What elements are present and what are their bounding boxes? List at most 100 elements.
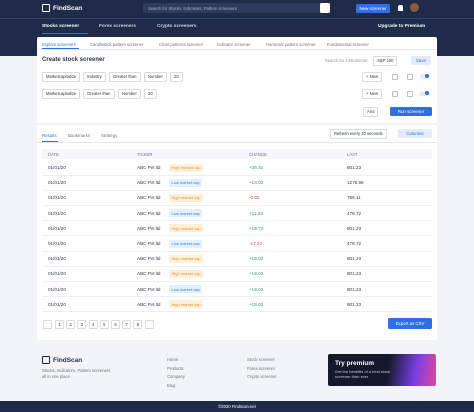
column-header: LAST bbox=[347, 152, 358, 157]
cell: ABC Pvt ltd bbox=[137, 271, 161, 277]
instrument-select[interactable]: S&P 100 bbox=[373, 56, 398, 66]
nav-underline bbox=[42, 33, 88, 34]
icon[interactable] bbox=[392, 91, 398, 97]
result-tab[interactable]: Strategy bbox=[101, 133, 118, 138]
page-number[interactable]: 7 bbox=[122, 320, 132, 329]
filter-chip[interactable]: Greater than bbox=[109, 72, 141, 82]
search-button[interactable] bbox=[320, 3, 330, 13]
tag: Low market cap bbox=[169, 178, 203, 187]
cell: ABC Pvt ltd bbox=[137, 180, 161, 186]
filter-chip[interactable]: Industry bbox=[83, 72, 106, 82]
filter-chip[interactable]: Greater than bbox=[83, 89, 115, 99]
row-divider bbox=[42, 220, 432, 221]
toggle-knob[interactable] bbox=[425, 74, 429, 78]
page-number[interactable]: 1 bbox=[55, 320, 64, 329]
upgrade-link[interactable]: Upgrade to Premium bbox=[378, 24, 426, 29]
row-divider bbox=[42, 296, 432, 297]
page-number[interactable]: 8 bbox=[133, 320, 143, 329]
page-number[interactable]: 4 bbox=[88, 320, 98, 329]
filter-chip[interactable]: 20 bbox=[170, 72, 183, 82]
screener-tab[interactable]: Indicator screener bbox=[217, 42, 251, 47]
footer-logo-icon bbox=[42, 356, 50, 364]
footer-link[interactable]: Forex screener bbox=[247, 365, 276, 371]
change: +19.02 bbox=[249, 286, 264, 292]
tag: High market cap bbox=[169, 300, 204, 309]
change: +19.02 bbox=[249, 301, 264, 307]
column-header: DATE bbox=[48, 152, 59, 157]
logic-select[interactable]: And bbox=[363, 107, 379, 117]
refresh-select[interactable]: Refresh every 10 seconds bbox=[330, 129, 387, 139]
result-tab[interactable]: Bookmarks bbox=[68, 133, 90, 138]
save-button[interactable]: Save bbox=[411, 56, 431, 65]
nav-item[interactable]: Crypto screeners bbox=[157, 24, 197, 29]
new-screener-button[interactable]: New screener bbox=[356, 4, 390, 13]
footer-link[interactable]: Home bbox=[167, 357, 179, 362]
footer-link[interactable]: Blog bbox=[167, 382, 176, 388]
page-number[interactable]: 5 bbox=[99, 320, 109, 329]
divider bbox=[37, 142, 437, 143]
result-tab[interactable]: Results bbox=[42, 133, 57, 138]
cell: 01/01/20 bbox=[48, 165, 66, 170]
cell: ABC Pvt ltd bbox=[137, 256, 161, 262]
logo: FindScan bbox=[53, 5, 83, 12]
columns-button[interactable]: Columns bbox=[398, 129, 432, 138]
footer-logo: FindScan bbox=[53, 357, 83, 364]
bell-icon[interactable] bbox=[398, 5, 403, 11]
create-title: Create stock screener bbox=[42, 57, 105, 63]
page-prev[interactable] bbox=[43, 320, 52, 329]
filter-chip[interactable]: Number bbox=[118, 89, 141, 99]
cell: 01/01/20 bbox=[48, 225, 66, 231]
page-number[interactable]: 6 bbox=[111, 320, 120, 329]
row-divider bbox=[42, 235, 432, 236]
tag: High market cap bbox=[169, 193, 204, 202]
screener-tab[interactable]: Harmonic pattern screener bbox=[266, 42, 316, 47]
icon[interactable] bbox=[407, 74, 413, 80]
filter-chip[interactable]: Marketcapitalize bbox=[42, 89, 81, 99]
cell: 765.11 bbox=[347, 195, 361, 201]
avatar[interactable] bbox=[410, 3, 419, 12]
page-number[interactable]: 2 bbox=[66, 320, 76, 329]
footer-link[interactable]: Stock screener bbox=[247, 357, 275, 362]
cell: ABC Pvt ltd bbox=[137, 195, 161, 201]
cell: 801.23 bbox=[347, 225, 362, 231]
screener-tab[interactable]: Explore screeners bbox=[42, 42, 76, 47]
icon[interactable] bbox=[392, 74, 398, 80]
page-number[interactable]: 3 bbox=[77, 320, 87, 329]
new-button[interactable]: + New bbox=[362, 89, 382, 99]
screener-tab[interactable]: Candlestick pattern screener bbox=[90, 42, 144, 47]
run-button[interactable]: Run screener bbox=[390, 107, 432, 116]
change: +19.73 bbox=[249, 225, 264, 231]
nav-item[interactable]: Stocks screener bbox=[42, 24, 80, 29]
new-button[interactable]: + New bbox=[362, 72, 382, 82]
footer-bar bbox=[0, 401, 474, 412]
premium-card[interactable] bbox=[328, 354, 436, 386]
logo-icon bbox=[42, 4, 50, 12]
footer-link[interactable]: Crypto screener bbox=[247, 374, 277, 379]
search-box[interactable] bbox=[143, 3, 330, 13]
footer-link[interactable]: Company bbox=[167, 374, 185, 379]
cell: 01/01/20 bbox=[48, 286, 66, 292]
change: +19.02 bbox=[249, 180, 264, 186]
tag: Low market cap bbox=[169, 239, 203, 248]
tag: Low market cap bbox=[169, 209, 203, 218]
page-next[interactable] bbox=[145, 320, 154, 329]
export-button[interactable]: Export as CSV bbox=[388, 318, 432, 329]
screener-tab[interactable]: Fundamental screener bbox=[327, 42, 369, 47]
row-divider bbox=[42, 280, 432, 282]
cell: 478.72 bbox=[347, 210, 362, 216]
filter-chip[interactable]: Number bbox=[144, 72, 167, 82]
screener-tab[interactable]: Chart patterns screener bbox=[159, 42, 203, 47]
cell: ABC Pvt ltd bbox=[137, 210, 161, 216]
filter-chip[interactable]: 20 bbox=[144, 89, 157, 99]
toggle-knob[interactable] bbox=[425, 91, 429, 95]
icon[interactable] bbox=[407, 91, 413, 97]
filter-chip[interactable]: Marketcapitalize bbox=[42, 72, 81, 82]
cell: 01/01/20 bbox=[48, 210, 66, 216]
row-divider bbox=[42, 189, 432, 191]
tag: High market cap bbox=[169, 224, 204, 233]
cell: ABC Pvt ltd bbox=[137, 225, 161, 231]
cell: 1278.99 bbox=[347, 180, 364, 186]
footer-link[interactable]: Products bbox=[167, 365, 184, 371]
nav-item[interactable]: Forex screeners bbox=[99, 24, 137, 29]
